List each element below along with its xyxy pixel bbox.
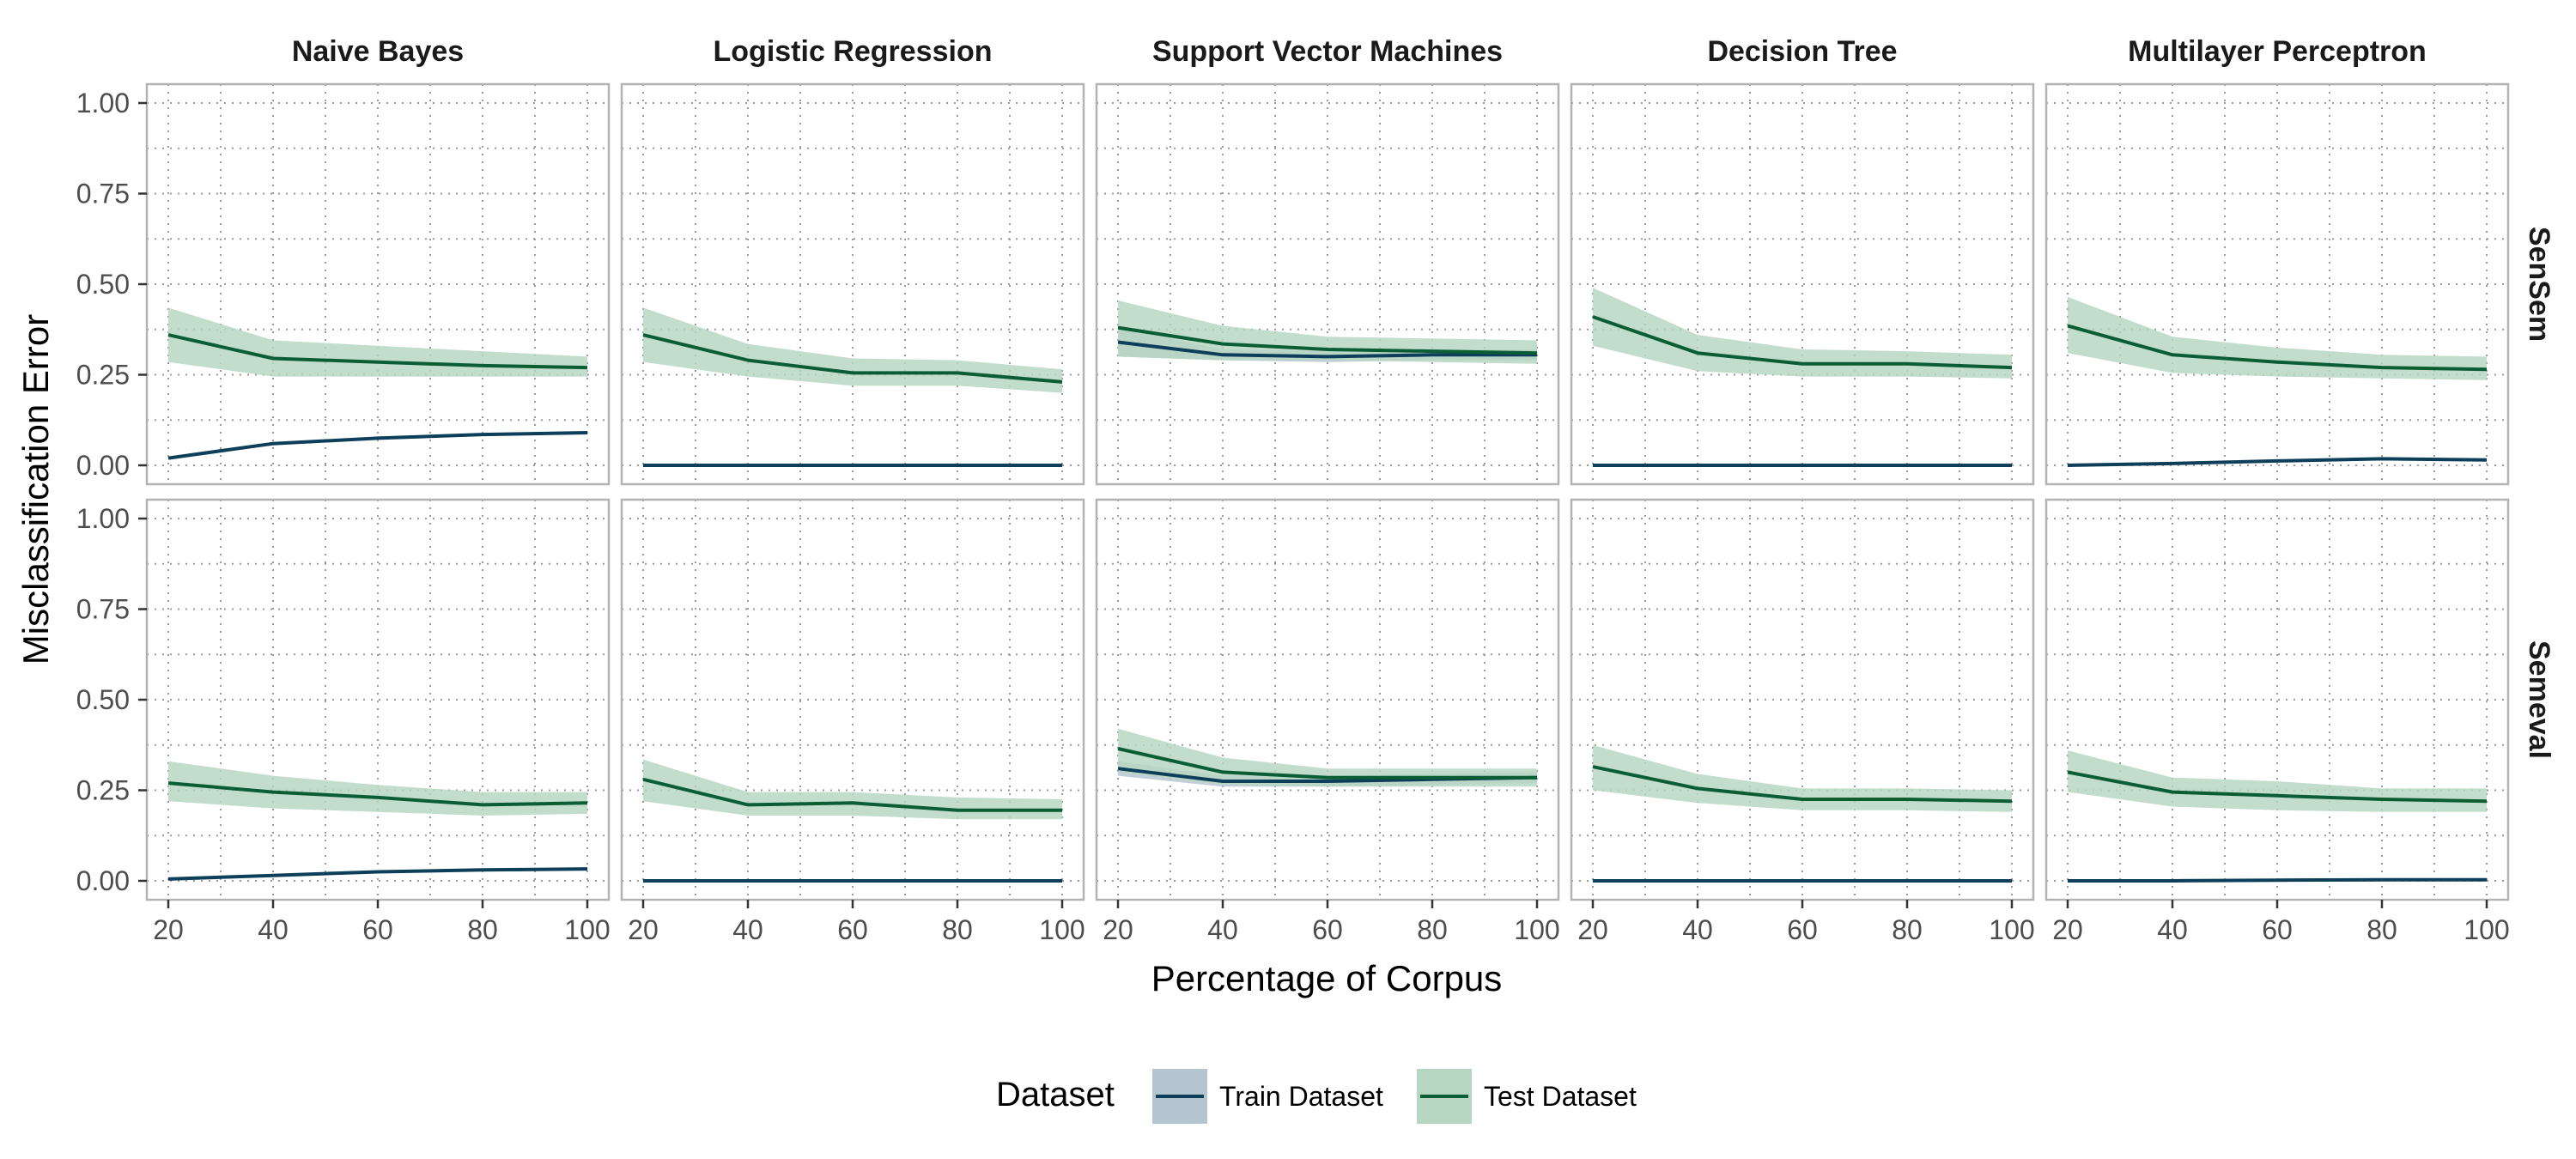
x-tick-label: 60 xyxy=(837,914,868,945)
confidence-band xyxy=(2068,296,2487,380)
panel-border xyxy=(2044,82,2510,486)
x-tick-label: 100 xyxy=(1989,914,2034,945)
panel-data xyxy=(642,307,1063,467)
series-line xyxy=(2067,324,2488,372)
y-tick-label: 0.50 xyxy=(76,269,130,300)
y-tick-label: 1.00 xyxy=(76,88,130,118)
y-tick-label: 0.25 xyxy=(76,360,130,391)
panel-data xyxy=(1592,744,2013,883)
facet-column-title: Support Vector Machines xyxy=(1152,35,1503,68)
legend-title: Dataset xyxy=(996,1076,1115,1113)
facet-row-title: Semeval xyxy=(2523,640,2555,759)
legend-label: Test Dataset xyxy=(1484,1081,1637,1112)
x-tick-label: 40 xyxy=(258,914,289,945)
series-line xyxy=(167,431,588,460)
panel xyxy=(622,500,1084,900)
panel-data xyxy=(2067,296,2488,467)
series-line xyxy=(167,867,588,881)
panel xyxy=(1097,84,1558,484)
confidence-band xyxy=(1118,300,1537,364)
confidence-band xyxy=(1593,288,2012,379)
x-tick-label: 80 xyxy=(1417,914,1448,945)
panel xyxy=(1571,500,2033,900)
y-tick-label: 0.50 xyxy=(76,684,130,715)
panel xyxy=(2046,84,2508,484)
panel-border xyxy=(1570,82,2035,486)
confidence-band xyxy=(168,761,587,816)
x-tick-label: 40 xyxy=(1207,914,1238,945)
panel-border xyxy=(1095,82,1560,486)
facet-row-title: SenSem xyxy=(2523,227,2555,342)
x-tick-label: 100 xyxy=(1514,914,1559,945)
panel xyxy=(147,84,609,484)
series-line xyxy=(2067,457,2488,467)
panel-data xyxy=(642,759,1062,883)
x-tick-label: 20 xyxy=(2052,914,2083,945)
x-tick-label: 20 xyxy=(628,914,659,945)
panel-data xyxy=(167,307,588,460)
panel-data xyxy=(167,761,588,881)
panel-data xyxy=(2067,750,2488,883)
x-tick-label: 60 xyxy=(2262,914,2293,945)
labels-layer: Naive Bayes Logistic Regression Support Ve… xyxy=(76,35,2555,945)
series-line xyxy=(2068,877,2487,883)
panel xyxy=(622,84,1084,484)
series-line xyxy=(642,333,1063,384)
x-tick-label: 80 xyxy=(467,914,498,945)
series-line xyxy=(1117,325,1538,355)
x-tick-label: 80 xyxy=(942,914,973,945)
x-tick-label: 60 xyxy=(1787,914,1818,945)
y-tick-label: 0.00 xyxy=(76,450,130,481)
series-line xyxy=(642,777,1062,812)
facet-column-title: Logistic Regression xyxy=(714,35,993,68)
x-tick-label: 60 xyxy=(362,914,393,945)
y-axis-title: Misclassification Error xyxy=(15,314,56,664)
facet-column-title: Multilayer Perceptron xyxy=(2128,35,2427,68)
series-line xyxy=(1117,747,1537,780)
x-tick-label: 100 xyxy=(564,914,610,945)
x-tick-label: 20 xyxy=(153,914,184,945)
x-tick-label: 60 xyxy=(1312,914,1343,945)
y-tick-label: 0.25 xyxy=(76,775,130,806)
series-line xyxy=(1592,315,2013,370)
series-line xyxy=(2067,770,2488,804)
panel-data xyxy=(1592,288,2013,467)
x-tick-label: 80 xyxy=(2366,914,2397,945)
x-axis-title: Percentage of Corpus xyxy=(1151,958,1503,998)
series-line xyxy=(167,781,588,807)
facet-column-title: Naive Bayes xyxy=(292,35,464,68)
panel-data xyxy=(1117,728,1538,787)
panels-layer xyxy=(145,82,2510,901)
x-tick-label: 40 xyxy=(732,914,763,945)
legend-label: Train Dataset xyxy=(1219,1081,1383,1112)
confidence-band xyxy=(1593,744,2012,812)
panel xyxy=(147,500,609,900)
x-tick-label: 100 xyxy=(1039,914,1084,945)
x-tick-label: 40 xyxy=(2157,914,2188,945)
series-line xyxy=(1592,765,2013,804)
confidence-band xyxy=(2068,750,2487,812)
y-tick-label: 0.75 xyxy=(76,179,130,209)
series-line xyxy=(167,333,588,370)
legend-entries: Train Dataset Test Dataset xyxy=(1152,1069,1637,1124)
panel xyxy=(2046,500,2508,900)
panel xyxy=(1571,84,2033,484)
x-tick-label: 80 xyxy=(1892,914,1923,945)
y-tick-label: 0.75 xyxy=(76,594,130,625)
legend: Dataset Train Dataset Test Dataset xyxy=(996,1069,1637,1124)
facet-column-title: Decision Tree xyxy=(1707,35,1897,68)
y-tick-label: 1.00 xyxy=(76,503,130,534)
panel-data xyxy=(1117,300,1538,364)
x-tick-label: 40 xyxy=(1682,914,1713,945)
y-tick-label: 0.00 xyxy=(76,865,130,896)
panel-border xyxy=(620,82,1085,486)
x-tick-label: 20 xyxy=(1577,914,1608,945)
x-tick-label: 20 xyxy=(1103,914,1133,945)
series-line xyxy=(1117,340,1537,359)
panel xyxy=(1097,500,1558,900)
x-tick-label: 100 xyxy=(2464,914,2509,945)
